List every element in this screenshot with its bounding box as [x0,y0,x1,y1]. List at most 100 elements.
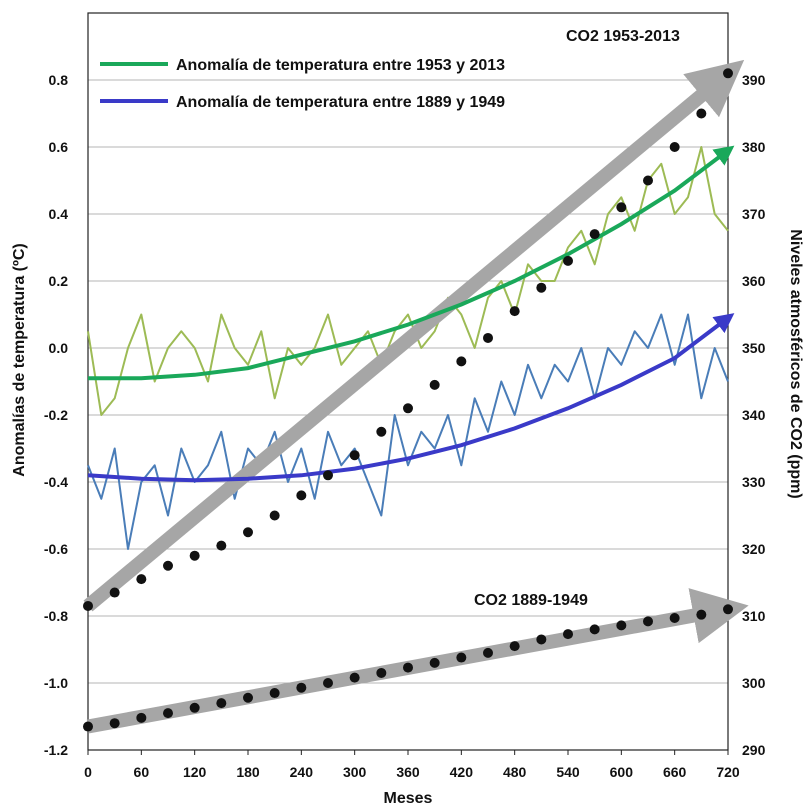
co2-1889-1949-point [643,616,653,627]
temp-anomaly-1889-1949-line [87,313,729,550]
y-left-axis-title: Anomalías de temperatura (ºC) [11,243,28,476]
co2-1889-1949-point [296,682,307,693]
gridlines [88,79,728,751]
co2-1953-2013-arrow [83,59,745,612]
y-right-tick-label: 380 [742,139,766,155]
y-left-tick-label: 0.6 [49,139,69,155]
co2-1889-1949-point [696,609,707,620]
co2-1953-2013-point [429,379,440,390]
y-left-tick-label: -1.2 [44,742,68,758]
x-tick-label: 180 [236,764,260,780]
trend-1953-2013-curve [88,145,735,381]
co2-1889-1949-point [483,647,493,658]
x-tick-label: 600 [610,764,634,780]
x-tick-label: 660 [663,764,687,780]
trend-curves [87,145,735,483]
co2-trend-arrows [83,59,749,734]
y-left-tick-label: 0.4 [49,206,69,222]
y-right-axis-title: Niveles atmosféricos de CO2 (ppm) [787,229,804,498]
co2-1953-2013-point [243,527,253,538]
co2-1889-1949-point [269,688,280,699]
co2-1889-1949-point [109,718,120,729]
co2-1889-1949-point [83,721,93,732]
co2-1953-2013-point [296,490,307,501]
co2-1889-1949-point [349,672,360,683]
co2-1889-1949-point [216,698,227,709]
co2-1953-2013-point [83,600,93,611]
co2-1953-2013-point [376,426,387,437]
co2-1953-2013-point [643,175,653,186]
x-tick-label: 540 [556,764,580,780]
co2-1889-1949-point [189,702,200,713]
y-right-tick-label: 310 [742,608,766,624]
y-left-tick-label: -0.2 [44,407,68,423]
co2-1889-1949-point [429,657,440,668]
co2-1953-2013-point [456,356,467,367]
co2-1953-2013-point [109,587,120,598]
x-tick-label: 240 [290,764,314,780]
co2-1953-2013-point [563,255,573,266]
co2-1889-1949-point [669,613,680,624]
x-tick-label: 480 [503,764,527,780]
y-right-tick-label: 350 [742,340,766,356]
co2-1953-2013-point [163,560,173,571]
legend: Anomalía de temperatura entre 1953 y 201… [100,57,505,111]
x-tick-label: 360 [396,764,420,780]
x-tick-label: 120 [183,764,207,780]
co2-1953-2013-point [189,550,200,561]
co2-1889-1949-point [589,624,600,635]
co2-1889-1949-point [536,634,547,645]
co2-1953-2013-point [216,540,227,551]
co2-1889-1949-point [509,641,520,652]
y-left-tick-label: 0.2 [49,273,69,289]
co2-1953-2013-point [509,306,520,317]
co2-1953-2013-annotation: CO2 1953-2013 [566,28,680,45]
co2-1953-2013-point [323,470,333,481]
y-right-tick-label: 390 [742,72,766,88]
co2-1953-2013-point [136,574,147,585]
y-right-tick-label: 290 [742,742,766,758]
x-tick-label: 60 [134,764,150,780]
y-right-tick-label: 370 [742,206,766,222]
legend-label-1953-2013: Anomalía de temperatura entre 1953 y 201… [176,57,505,74]
y-left-tick-label: -0.8 [44,608,68,624]
x-tick-label: 420 [450,764,474,780]
legend-label-1889-1949: Anomalía de temperatura entre 1889 y 194… [176,94,505,111]
co2-1953-2013-point [696,108,707,119]
x-tick-labels: 0 60 120 180 240 300 360 420 480 540 600 660 720 [84,750,740,780]
y-left-tick-label: -1.0 [44,675,68,691]
co2-1953-2013-point [589,229,600,240]
y-right-tick-label: 320 [742,541,766,557]
temp-anomaly-1953-2013-line [87,146,729,416]
co2-1953-2013-point [616,202,627,213]
co2-1953-2013-point [723,68,733,79]
co2-1953-2013-point [349,450,360,461]
y-left-tick-label: -0.6 [44,541,68,557]
y-left-tick-label: 0.8 [49,72,69,88]
co2-1889-1949-point [323,678,333,688]
co2-1953-2013-point [483,332,493,343]
co2-1889-1949-point [563,629,573,640]
y-left-tick-label: 0.0 [49,340,69,356]
y-right-tick-label: 300 [742,675,766,691]
co2-1953-2013-point [403,403,413,414]
y-right-tick-labels: 390 380 370 360 350 340 330 320 310 300 290 [742,72,766,758]
co2-1889-1949-point [163,708,173,719]
y-right-tick-label: 340 [742,407,766,423]
co2-1889-1949-annotation: CO2 1889-1949 [474,592,588,609]
co2-1889-1949-point [376,667,387,678]
x-axis-title: Meses [384,790,433,807]
y-right-tick-label: 360 [742,273,766,289]
co2-1889-1949-point [136,712,147,723]
co2-1889-1949-point [616,620,627,631]
x-tick-label: 720 [716,764,740,780]
co2-1953-2013-point [269,510,280,521]
x-tick-label: 0 [84,764,92,780]
y-right-tick-label: 330 [742,474,766,490]
co2-1953-2013-point [536,282,547,293]
y-left-tick-labels: 0.8 0.6 0.4 0.2 0.0 -0.2 -0.4 -0.6 -0.8 -1.0 -1.2 [44,72,68,758]
co2-1889-1949-point [243,692,253,703]
co2-1953-2013-point [669,142,680,152]
co2-1889-1949-point [403,662,413,673]
